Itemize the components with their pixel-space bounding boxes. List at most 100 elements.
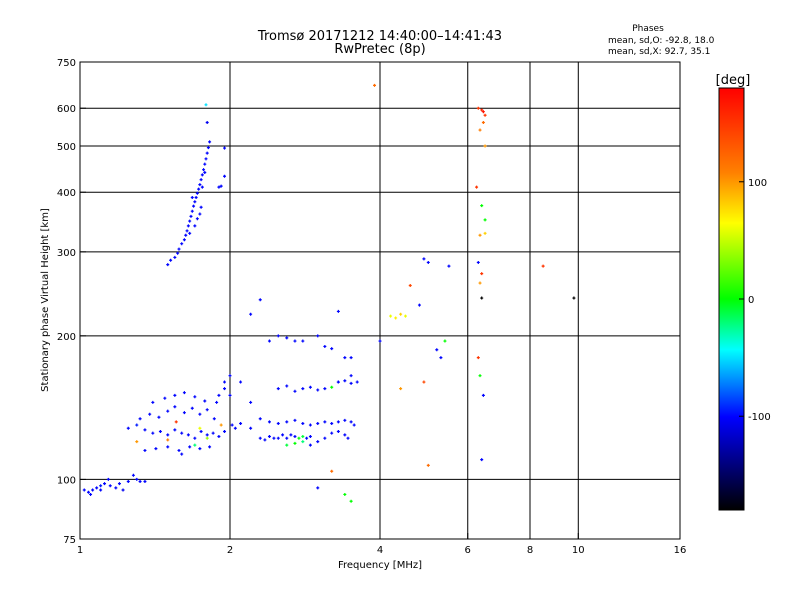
data-point-0-3	[95, 486, 99, 490]
data-point-0-105	[219, 184, 223, 188]
data-point-0-26	[186, 433, 190, 437]
data-point-0-82	[194, 195, 198, 199]
data-point-0-198	[349, 499, 353, 503]
y-tick-label-5: 500	[57, 142, 76, 153]
y-tick-label-0: 75	[63, 535, 76, 546]
data-point-0-50	[217, 393, 221, 397]
data-point-0-180	[349, 374, 353, 378]
data-point-0-187	[417, 303, 421, 307]
data-point-0-136	[343, 418, 347, 422]
data-point-0-85	[198, 183, 202, 187]
data-point-0-176	[258, 298, 262, 302]
data-point-0-127	[276, 421, 280, 425]
data-point-0-19	[135, 423, 139, 427]
x-tick-label-1: 2	[227, 545, 233, 556]
data-point-0-196	[422, 380, 426, 384]
data-point-0-191	[435, 348, 439, 352]
data-point-0-163	[249, 400, 253, 404]
data-point-0-86	[199, 178, 203, 182]
data-point-0-186	[408, 283, 412, 287]
data-point-0-58	[208, 445, 212, 449]
data-point-0-48	[203, 399, 207, 403]
data-point-0-33	[138, 417, 142, 421]
data-point-0-194	[373, 83, 377, 87]
data-point-0-61	[166, 438, 170, 442]
data-point-0-208	[483, 144, 487, 148]
data-point-0-149	[276, 387, 280, 391]
data-point-0-15	[121, 488, 125, 492]
data-point-0-195	[399, 387, 403, 391]
data-point-0-165	[223, 387, 227, 391]
data-point-0-51	[223, 380, 227, 384]
data-point-0-177	[249, 312, 253, 316]
data-point-0-121	[297, 436, 301, 440]
data-point-0-63	[219, 423, 223, 427]
phases-stat-o: mean, sd,O: -92.8, 18.0	[608, 36, 715, 46]
data-point-0-152	[301, 387, 305, 391]
data-point-0-93	[208, 140, 212, 144]
data-point-0-174	[343, 356, 347, 360]
data-point-0-20	[143, 428, 147, 432]
data-point-0-112	[258, 436, 262, 440]
data-point-0-158	[343, 379, 347, 383]
data-point-0-137	[349, 420, 353, 424]
chart-subtitle: RwPretec (8p)	[334, 42, 425, 57]
data-point-0-106	[223, 174, 227, 178]
data-point-0-140	[293, 441, 297, 445]
data-point-0-142	[308, 443, 312, 447]
x-tick-label-5: 10	[572, 545, 585, 556]
x-tick-label-6: 16	[674, 545, 687, 556]
grid-lines	[80, 62, 680, 539]
data-point-0-104	[217, 185, 221, 189]
data-point-0-55	[177, 448, 181, 452]
data-point-0-94	[205, 121, 209, 125]
data-point-0-99	[190, 195, 194, 199]
data-point-0-69	[173, 255, 177, 259]
data-point-0-221	[480, 458, 484, 462]
data-point-0-205	[483, 113, 487, 117]
data-point-0-113	[263, 438, 267, 442]
data-point-0-17	[138, 479, 142, 483]
y-tick-label-1: 100	[57, 475, 76, 486]
data-point-0-147	[343, 433, 347, 437]
data-point-0-98	[198, 212, 202, 216]
data-point-0-171	[316, 334, 320, 338]
data-point-0-123	[305, 436, 309, 440]
data-point-0-182	[389, 314, 393, 318]
y-tick-label-4: 400	[57, 188, 76, 199]
data-point-0-90	[204, 157, 208, 161]
data-point-0-139	[285, 443, 289, 447]
data-point-0-184	[399, 312, 403, 316]
data-point-0-89	[203, 162, 207, 166]
data-point-0-131	[308, 423, 312, 427]
data-point-0-206	[481, 121, 485, 125]
data-point-0-122	[301, 435, 305, 439]
data-point-0-141	[301, 440, 305, 444]
data-point-0-118	[285, 436, 289, 440]
data-point-0-202	[476, 106, 480, 110]
data-point-0-6	[108, 484, 112, 488]
data-point-0-53	[154, 447, 158, 451]
data-point-0-39	[190, 406, 194, 410]
data-point-0-220	[481, 393, 485, 397]
y-tick-label-3: 300	[57, 248, 76, 259]
data-point-0-162	[239, 380, 243, 384]
phases-stat-x: mean, sd,X: 92.7, 35.1	[608, 47, 710, 57]
data-point-0-218	[476, 356, 480, 360]
data-point-0-73	[182, 238, 186, 242]
data-point-0-200	[330, 469, 334, 473]
data-point-0-215	[480, 272, 484, 276]
data-point-0-183	[394, 316, 398, 320]
x-axis-label: Frequency [MHz]	[338, 560, 422, 571]
data-point-0-16	[131, 473, 135, 477]
data-point-0-68	[169, 258, 173, 262]
data-point-0-41	[205, 408, 209, 412]
data-point-0-9	[126, 479, 130, 483]
data-point-0-96	[188, 231, 192, 235]
data-point-0-130	[301, 421, 305, 425]
data-point-0-21	[151, 431, 155, 435]
data-point-0-103	[199, 205, 203, 209]
phases-header: Phases	[632, 24, 664, 34]
data-point-0-22	[158, 430, 162, 434]
